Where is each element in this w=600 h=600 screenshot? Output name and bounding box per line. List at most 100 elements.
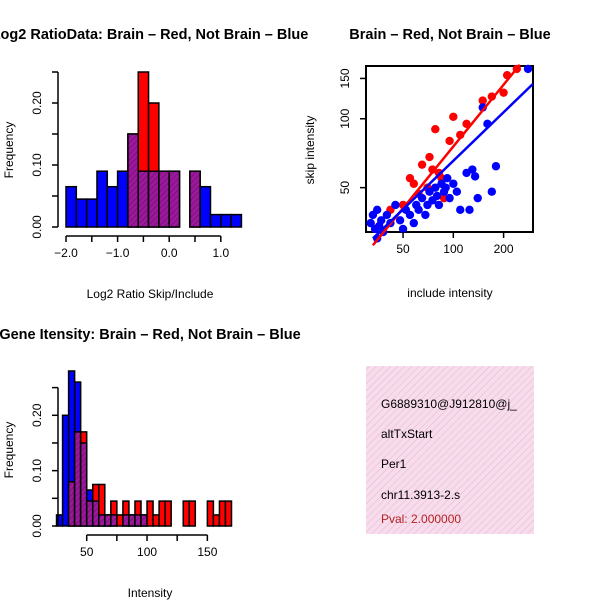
scatter-point-blue [366, 218, 375, 228]
hist-bar-overlap [110, 514, 118, 527]
hist-bar [212, 514, 221, 527]
scatter-ylabel: skip intensity [303, 116, 317, 185]
hist-bar-overlap [189, 170, 201, 228]
hist-bar [65, 185, 78, 228]
hist-bar [224, 500, 233, 527]
hist-bar-overlap [67, 480, 76, 527]
gene-intensity-bars [55, 370, 233, 527]
scatter-point-blue [417, 193, 427, 203]
scatter-point-blue [470, 172, 480, 181]
scatter-point-blue [434, 200, 444, 210]
hist-bar [152, 514, 160, 527]
hist-bar-overlap [140, 514, 148, 527]
scatter-point-red [409, 179, 419, 188]
info-pval: Pval: 2.000000 [381, 512, 461, 526]
hist-bar [61, 414, 70, 527]
y-tick-label: 0.10 [30, 459, 44, 483]
scatter-point-red [445, 136, 454, 146]
scatter-point-red [478, 96, 487, 105]
ratio-histogram-panel: Log2 RatioData: Brain – Red, Not Brain –… [0, 27, 308, 301]
hist-bar-overlap [85, 500, 94, 527]
info-probe-id: G6889310@J912810@j_ [381, 397, 517, 411]
y-tick-label: 0.20 [30, 403, 44, 427]
scatter-point-blue [445, 193, 454, 203]
info-gene-name: Per1 [381, 457, 407, 471]
gene-intensity-ylabel: Frequency [2, 422, 16, 479]
y-tick-label: 50 [338, 181, 352, 195]
x-tick-label: 1.0 [212, 246, 229, 260]
hist-bar [182, 500, 191, 527]
hist-bar-overlap [137, 170, 150, 228]
scatter-axes: 50 100 200 50 100 150 [338, 68, 514, 256]
x-tick-label: 150 [197, 545, 217, 559]
hist-bar [209, 213, 222, 228]
gene-intensity-xlabel: Intensity [128, 586, 173, 600]
scatter-point-blue [468, 165, 477, 174]
gene-intensity-title: Gene Itensity: Brain – Red, Not Brain – … [0, 327, 301, 343]
hist-bar [96, 170, 109, 228]
scatter-point-blue [414, 205, 423, 215]
x-tick-label: 100 [137, 545, 157, 559]
hist-bar-overlap [91, 500, 100, 527]
ratio-histogram-bars [65, 71, 243, 228]
hist-bar-overlap [104, 514, 112, 527]
hist-bar-overlap [128, 514, 136, 527]
x-tick-label: 200 [494, 242, 514, 256]
hist-bar [199, 185, 212, 228]
hist-bar [188, 500, 197, 527]
scatter-point-blue [395, 216, 405, 225]
scatter-point-blue [431, 183, 440, 192]
y-tick-label: 0.00 [30, 215, 44, 239]
scatter-point-blue [405, 210, 415, 220]
hist-bar-overlap [134, 514, 142, 527]
hist-bar [146, 500, 154, 527]
scatter-point-red [417, 160, 427, 169]
info-box-background [366, 366, 534, 534]
scatter-point-red [449, 112, 458, 121]
hist-bar [218, 500, 227, 527]
hist-bar [220, 213, 232, 228]
scatter-point-blue [491, 162, 501, 171]
scatter-point-blue [449, 179, 458, 188]
y-tick-label: 0.10 [30, 153, 44, 177]
scatter-point-blue [465, 205, 474, 215]
scatter-point-red [487, 92, 497, 101]
y-tick-label: 100 [338, 108, 352, 128]
scatter-point-blue [441, 183, 450, 192]
hist-bar [116, 514, 124, 527]
hist-bar-overlap [73, 431, 82, 527]
scatter-point-blue [391, 200, 400, 210]
y-tick-label: 150 [338, 68, 352, 88]
info-location: chr11.3913-2.s [381, 488, 460, 502]
scatter-point-red [425, 152, 434, 162]
scatter-point-blue [409, 218, 419, 228]
hist-bar-overlap [122, 514, 130, 527]
scatter-point-blue [452, 187, 462, 196]
x-tick-label: 0.0 [161, 246, 178, 260]
x-tick-label: 50 [396, 242, 410, 256]
info-event-type: altTxStart [381, 427, 433, 441]
scatter-point-blue [443, 173, 452, 183]
scatter-point-blue [487, 187, 497, 196]
intensity-scatter-panel: Brain – Red, Not Brain – Blue 50 100 20050… [303, 27, 551, 300]
hist-bar-overlap [168, 170, 181, 228]
hist-bar [85, 198, 98, 228]
scatter-point-blue [398, 224, 408, 234]
scatter-title: Brain – Red, Not Brain – Blue [349, 27, 550, 43]
scatter-point-blue [382, 210, 392, 220]
scatter-point-red [431, 125, 440, 134]
scatter-point-blue [377, 216, 386, 225]
x-tick-label: −2.0 [54, 246, 78, 260]
hist-bar-overlap [158, 170, 170, 228]
gene-intensity-axes: 50 100 150 0.00 0.10 0.20 [30, 386, 218, 559]
hist-bar-overlap [127, 133, 139, 228]
hist-bar-overlap [98, 514, 106, 527]
x-tick-label: 100 [443, 242, 463, 256]
hist-bar [230, 213, 243, 228]
hist-bar [158, 500, 166, 527]
x-tick-label: 50 [80, 545, 94, 559]
hist-bar [106, 185, 119, 228]
gene-intensity-histogram-panel: Gene Itensity: Brain – Red, Not Brain – … [0, 327, 301, 600]
y-tick-label: 0.00 [30, 514, 44, 538]
